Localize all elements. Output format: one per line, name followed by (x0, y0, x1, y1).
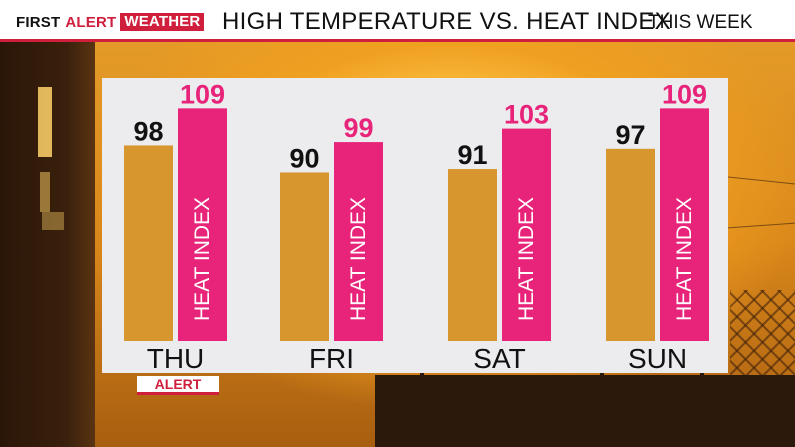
alert-badge: ALERT (137, 376, 219, 395)
heat-index-value-label: 103 (504, 100, 549, 130)
high-temp-value-label: 90 (289, 143, 319, 173)
background-pylon (700, 372, 704, 447)
high-temp-bar (280, 172, 329, 341)
heat-index-value-label: 109 (662, 79, 707, 109)
heat-index-bar (502, 128, 551, 341)
heat-index-bar-label: HEAT INDEX (347, 197, 370, 321)
bar-chart: 98 109 HEAT INDEX THU 90 99 HEAT INDEX FRI 91 103… (124, 79, 709, 373)
heat-index-value-label: 99 (343, 113, 373, 143)
heat-index-bar-label: HEAT INDEX (515, 197, 538, 321)
tower-window (42, 212, 64, 230)
heat-index-bar (178, 108, 227, 341)
day-category-label: THU (147, 343, 205, 373)
tower-window (40, 172, 50, 212)
high-temp-value-label: 91 (457, 140, 487, 170)
background-pylon (420, 372, 424, 447)
page-title: HIGH TEMPERATURE VS. HEAT INDEX (222, 8, 671, 35)
background-ground (375, 375, 795, 447)
station-logo: FIRST ALERT WEATHER (16, 13, 205, 31)
heat-index-value-label: 109 (180, 79, 225, 109)
high-temp-value-label: 97 (615, 120, 645, 150)
logo-first: FIRST (16, 13, 61, 31)
logo-alert: ALERT (65, 13, 117, 31)
heat-index-bar-label: HEAT INDEX (191, 197, 214, 321)
high-temp-bar (606, 148, 655, 341)
day-category-label: SUN (628, 343, 687, 373)
high-temp-bar (124, 145, 173, 341)
high-temp-bar (448, 169, 497, 341)
background-pylon (600, 372, 604, 447)
tower-window (38, 87, 52, 157)
day-category-label: SAT (473, 343, 525, 373)
heat-index-bar (660, 108, 709, 341)
day-category-label: FRI (309, 343, 354, 373)
high-temp-value-label: 98 (133, 116, 163, 146)
header-bar: FIRST ALERT WEATHER HIGH TEMPERATURE VS.… (0, 0, 795, 42)
background-tower (0, 42, 95, 447)
heat-index-bar (334, 142, 383, 341)
chart-panel: 98 109 HEAT INDEX THU 90 99 HEAT INDEX FRI 91 103… (102, 78, 728, 373)
logo-weather: WEATHER (120, 13, 205, 31)
page-subtitle: THIS WEEK (648, 12, 753, 33)
heat-index-bar-label: HEAT INDEX (673, 197, 696, 321)
